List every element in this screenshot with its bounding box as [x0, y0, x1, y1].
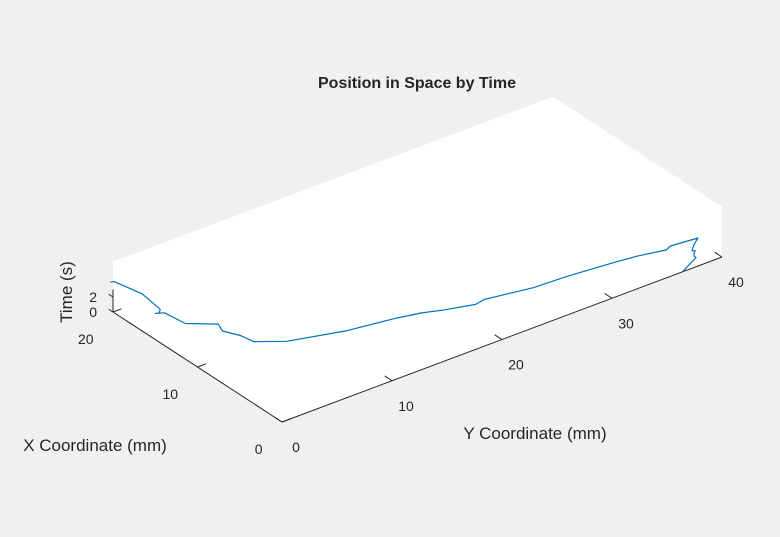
- y-axis-label: Y Coordinate (mm): [463, 424, 606, 443]
- y-tick-label: 20: [508, 357, 524, 373]
- x-tick: [281, 418, 291, 423]
- y-tick-label: 0: [292, 439, 300, 455]
- x-tick: [197, 363, 207, 368]
- chart-title: Position in Space by Time: [318, 75, 516, 92]
- z-tick-label: 2: [89, 289, 97, 305]
- x-tick-label: 0: [255, 441, 263, 457]
- z-tick: [108, 308, 114, 313]
- y-tick: [604, 292, 613, 299]
- y-tick: [384, 375, 393, 382]
- x-axis-label: X Coordinate (mm): [23, 436, 167, 455]
- z-tick: [108, 293, 114, 298]
- x-tick: [112, 308, 122, 313]
- x-tick-label: 10: [163, 386, 179, 402]
- y-tick: [494, 334, 503, 340]
- x-tick-label: 20: [78, 331, 94, 347]
- tick-marks: [108, 251, 723, 423]
- series-line-1: [110, 237, 699, 343]
- z-axis-label: Time (s): [57, 261, 76, 323]
- y-tick-label: 40: [728, 274, 744, 290]
- y-tick: [274, 416, 283, 423]
- z-tick-label: 0: [89, 304, 97, 320]
- axes-background: [113, 96, 722, 422]
- y-tick-label: 30: [618, 315, 634, 331]
- data-series: [110, 237, 699, 343]
- y-tick: [714, 251, 723, 258]
- y-tick-label: 10: [398, 398, 414, 414]
